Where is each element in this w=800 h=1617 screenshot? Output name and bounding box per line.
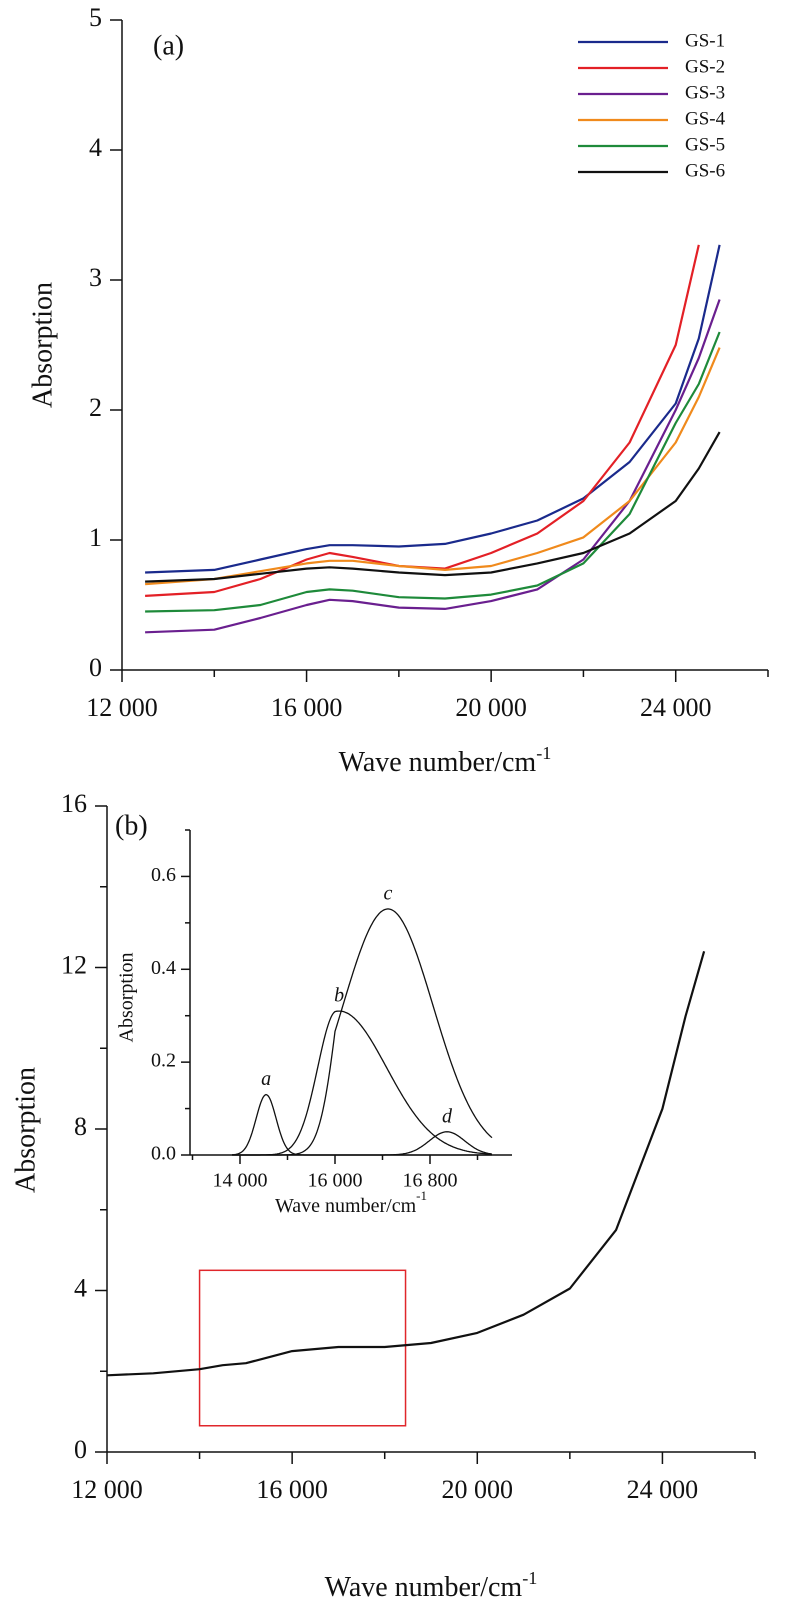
peak-curve bbox=[232, 1131, 493, 1156]
inset-x-tick-label: 16 800 bbox=[403, 1170, 458, 1192]
legend-label: GS-4 bbox=[685, 108, 726, 129]
inset-x-tick-label: 16 000 bbox=[308, 1170, 363, 1192]
series-line bbox=[145, 244, 700, 597]
x-tick-label: 20 000 bbox=[442, 1475, 514, 1504]
y-axis-label: Absorption bbox=[27, 282, 58, 408]
y-tick-label: 0 bbox=[89, 653, 102, 682]
inset-x-tick-label: 14 000 bbox=[213, 1170, 268, 1192]
x-tick-label: 16 000 bbox=[271, 693, 343, 722]
x-axis-label-text: Wave number/cm bbox=[275, 1195, 417, 1217]
x-axis-label-text: Wave number/cm bbox=[339, 747, 537, 778]
x-axis-label: Wave number/cm-1 bbox=[275, 1188, 427, 1217]
series-line bbox=[145, 331, 721, 613]
y-tick-label: 12 bbox=[61, 950, 87, 979]
legend-label: GS-2 bbox=[685, 56, 725, 77]
panel-label: (a) bbox=[153, 30, 184, 61]
series-line bbox=[145, 431, 721, 583]
legend-label: GS-6 bbox=[685, 160, 725, 181]
x-axis-label-superscript: -1 bbox=[536, 743, 551, 763]
x-axis-label: Wave number/cm-1 bbox=[325, 1568, 538, 1603]
x-tick-label: 20 000 bbox=[455, 693, 527, 722]
y-tick-label: 8 bbox=[74, 1112, 87, 1141]
peak-curve bbox=[232, 1010, 493, 1156]
legend-label: GS-5 bbox=[685, 134, 725, 155]
legend-label: GS-1 bbox=[685, 30, 725, 51]
x-axis-label: Wave number/cm-1 bbox=[339, 743, 552, 778]
series-line bbox=[106, 950, 706, 1377]
peak-curve bbox=[232, 1093, 492, 1156]
legend-label: GS-3 bbox=[685, 82, 725, 103]
peak-label: d bbox=[442, 1105, 453, 1127]
inset-y-tick-label: 0.6 bbox=[151, 864, 176, 886]
peak-curve bbox=[232, 908, 493, 1156]
x-tick-label: 12 000 bbox=[71, 1475, 143, 1504]
panel-label: (b) bbox=[115, 810, 148, 841]
y-axis-label: Absorption bbox=[10, 1067, 41, 1193]
series-line bbox=[145, 244, 721, 574]
x-tick-label: 16 000 bbox=[256, 1475, 328, 1504]
series-line bbox=[145, 347, 721, 586]
peak-label: a bbox=[261, 1068, 271, 1090]
inset-y-tick-label: 0.0 bbox=[151, 1143, 176, 1165]
series-line bbox=[145, 299, 721, 634]
y-tick-label: 4 bbox=[89, 133, 102, 162]
peak-label: b bbox=[334, 985, 344, 1007]
highlight-box bbox=[198, 1269, 407, 1427]
y-tick-label: 2 bbox=[89, 393, 102, 422]
x-axis-label-superscript: -1 bbox=[522, 1568, 537, 1588]
y-tick-label: 16 bbox=[61, 789, 87, 818]
x-tick-label: 12 000 bbox=[86, 693, 158, 722]
x-axis-label-superscript: -1 bbox=[416, 1188, 427, 1203]
y-tick-label: 0 bbox=[74, 1435, 87, 1464]
y-axis-label: Absorption bbox=[116, 953, 138, 1043]
y-tick-label: 1 bbox=[89, 523, 102, 552]
peak-label: c bbox=[384, 883, 393, 905]
inset-y-tick-label: 0.2 bbox=[151, 1050, 176, 1072]
inset-y-tick-label: 0.4 bbox=[151, 957, 176, 979]
y-tick-label: 5 bbox=[89, 3, 102, 32]
x-tick-label: 24 000 bbox=[627, 1475, 699, 1504]
x-axis-label-text: Wave number/cm bbox=[325, 1572, 523, 1603]
x-tick-label: 24 000 bbox=[640, 693, 712, 722]
y-tick-label: 4 bbox=[74, 1273, 87, 1302]
y-tick-label: 3 bbox=[89, 263, 102, 292]
